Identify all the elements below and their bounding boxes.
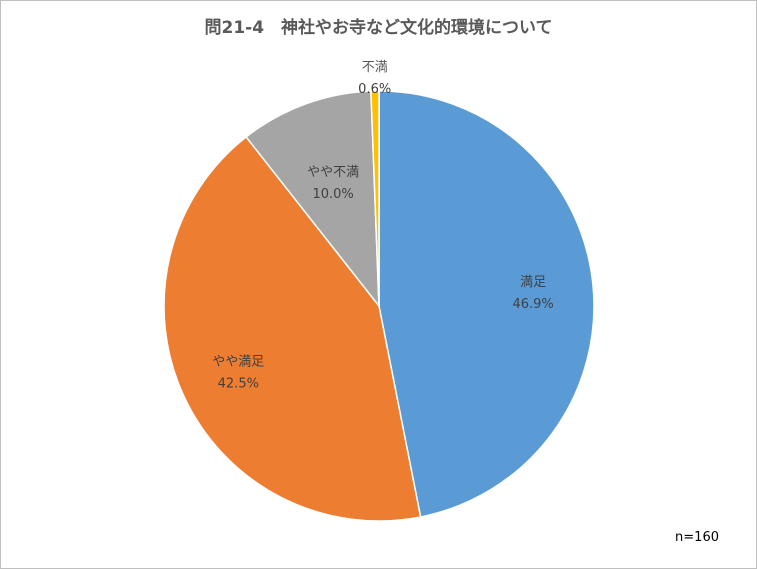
sample-size-note: n=160: [675, 530, 719, 545]
pie-slice-4: [370, 90, 380, 307]
slice-label-2: やや満足: [212, 355, 264, 370]
slice-label-4: 不満: [362, 60, 388, 75]
slice-value-label-3: 10.0%: [312, 187, 353, 202]
pie-slice-1: [378, 90, 595, 518]
pie-slice-2: [163, 135, 422, 522]
slice-label-3: やや不満: [307, 165, 359, 180]
slice-label-1: 満足: [520, 275, 546, 290]
slice-value-label-4: 0.6%: [358, 82, 391, 97]
pie-slice-3: [245, 90, 380, 309]
chart-title: 問21-4 神社やお寺など文化的環境について: [204, 18, 553, 38]
slice-value-label-2: 42.5%: [218, 377, 259, 392]
slice-value-label-1: 46.9%: [512, 297, 553, 312]
